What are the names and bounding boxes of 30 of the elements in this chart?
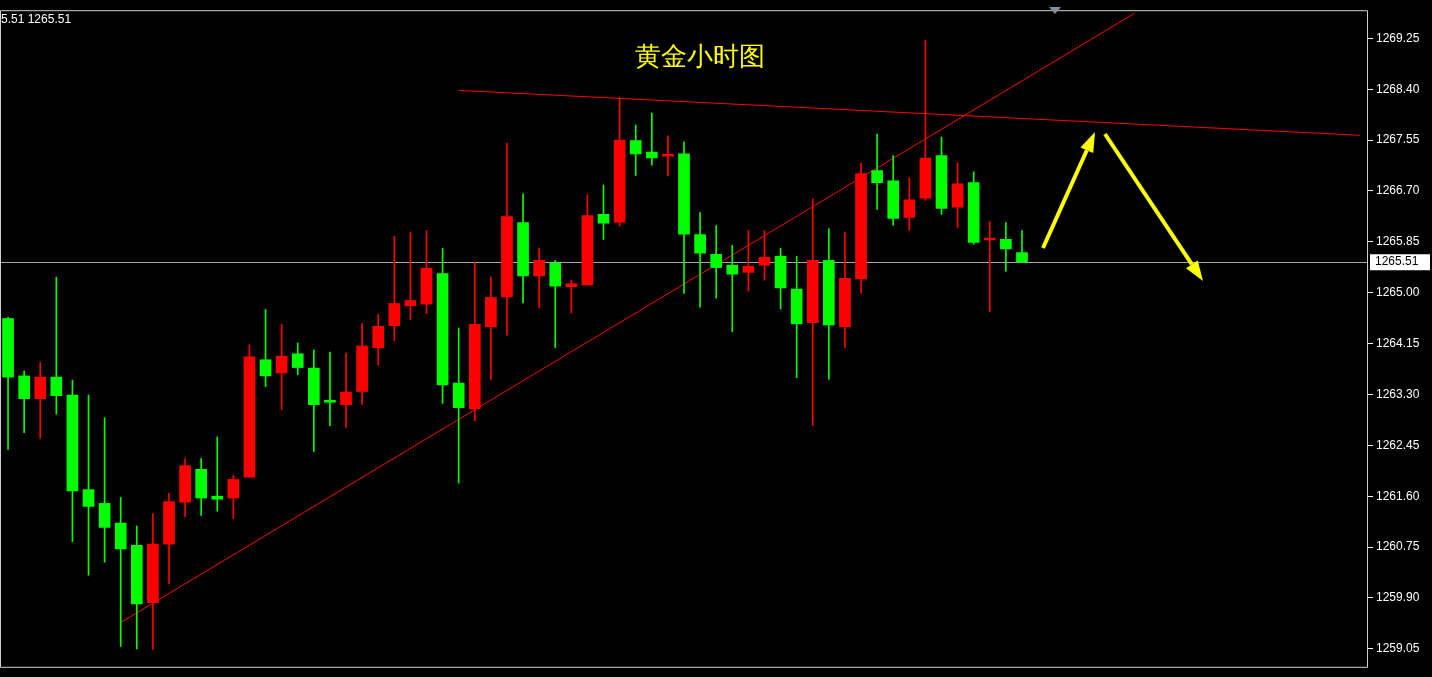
candlestick (114, 497, 127, 647)
y-tick-label: 1260.75 (1376, 539, 1420, 554)
candlestick (645, 112, 658, 166)
candlestick (1000, 222, 1012, 272)
candlestick (211, 436, 224, 512)
y-tick-label: 1268.40 (1376, 81, 1420, 96)
y-tick-label: 1261.60 (1376, 488, 1420, 503)
y-tick-label: 1259.05 (1376, 641, 1420, 656)
candlestick (50, 276, 63, 415)
text: 黄金小时图 (635, 40, 765, 71)
y-tick-label: 1263.30 (1376, 386, 1420, 401)
candlestick (340, 352, 352, 428)
candlestick (388, 236, 401, 341)
candlestick (726, 245, 739, 332)
y-tick-label: 1264.15 (1376, 335, 1420, 350)
y-tick-label: 1262.45 (1376, 437, 1420, 452)
candlestick (694, 212, 706, 308)
y-tick-label: 1265.00 (1376, 285, 1420, 300)
y-tick-label: 1266.70 (1376, 183, 1420, 198)
y-tick-label: 1267.55 (1376, 132, 1420, 147)
annotation: 5.51 1265.51 (1, 12, 72, 27)
candlestick (324, 351, 336, 426)
y-tick-label: 1265.85 (1376, 234, 1420, 249)
candlestick (871, 133, 883, 210)
ref-line-label: 1265.51 (1375, 254, 1419, 269)
y-tick-label: 1269.25 (1376, 30, 1420, 45)
candlestick (452, 327, 465, 484)
candlestick (710, 225, 723, 299)
y-tick-label: 1259.90 (1376, 590, 1420, 605)
candlestick (662, 135, 674, 177)
